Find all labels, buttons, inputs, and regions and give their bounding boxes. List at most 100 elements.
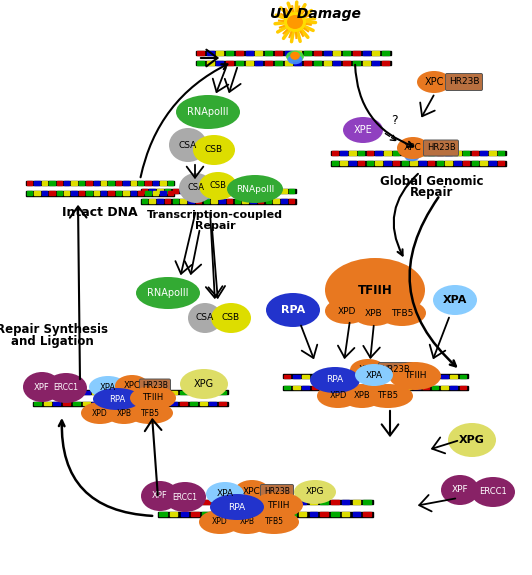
- Bar: [480, 151, 487, 155]
- Bar: [213, 512, 220, 516]
- Bar: [151, 390, 158, 394]
- Bar: [73, 401, 80, 405]
- Bar: [109, 191, 114, 195]
- Bar: [149, 200, 155, 203]
- Bar: [404, 385, 411, 389]
- Bar: [165, 200, 170, 203]
- Bar: [142, 189, 147, 193]
- Bar: [281, 200, 287, 203]
- Ellipse shape: [141, 481, 179, 511]
- Bar: [441, 385, 448, 389]
- Text: TFB5: TFB5: [378, 392, 398, 401]
- Bar: [219, 200, 225, 203]
- Bar: [160, 181, 165, 185]
- Bar: [463, 162, 469, 165]
- Bar: [489, 162, 495, 165]
- Bar: [236, 62, 243, 65]
- Bar: [395, 385, 402, 389]
- Text: Transcription-coupled: Transcription-coupled: [147, 210, 283, 220]
- Bar: [138, 191, 143, 195]
- Bar: [454, 162, 461, 165]
- Bar: [219, 189, 225, 193]
- Bar: [367, 151, 373, 155]
- Bar: [348, 385, 355, 389]
- Bar: [142, 200, 147, 203]
- Bar: [213, 500, 220, 504]
- Bar: [131, 191, 136, 195]
- Bar: [321, 385, 328, 389]
- Bar: [27, 181, 32, 185]
- Bar: [331, 512, 339, 516]
- Bar: [353, 512, 360, 516]
- Bar: [330, 151, 505, 155]
- Bar: [281, 189, 287, 193]
- Text: CSA: CSA: [187, 183, 204, 193]
- Ellipse shape: [234, 480, 270, 504]
- Bar: [320, 512, 328, 516]
- Bar: [180, 512, 188, 516]
- Bar: [138, 181, 143, 185]
- Bar: [122, 401, 129, 405]
- Bar: [26, 181, 174, 185]
- Bar: [82, 401, 89, 405]
- Bar: [312, 385, 318, 389]
- Text: XPC: XPC: [359, 366, 377, 374]
- Ellipse shape: [176, 95, 240, 129]
- Ellipse shape: [405, 152, 419, 160]
- Bar: [358, 151, 364, 155]
- Bar: [53, 401, 61, 405]
- Bar: [339, 385, 346, 389]
- Bar: [112, 390, 119, 394]
- Bar: [372, 51, 379, 55]
- Ellipse shape: [284, 12, 306, 32]
- Bar: [32, 394, 228, 401]
- Bar: [250, 189, 256, 193]
- Ellipse shape: [211, 303, 251, 333]
- FancyBboxPatch shape: [139, 379, 170, 393]
- Text: ERCC1: ERCC1: [479, 488, 507, 496]
- Bar: [321, 375, 328, 378]
- Bar: [211, 200, 217, 203]
- Bar: [428, 162, 434, 165]
- Bar: [63, 401, 70, 405]
- Ellipse shape: [226, 510, 268, 534]
- Bar: [289, 189, 294, 193]
- Bar: [255, 51, 262, 55]
- Bar: [27, 191, 32, 195]
- Bar: [160, 191, 165, 195]
- Bar: [172, 200, 178, 203]
- Bar: [353, 62, 360, 65]
- Text: TFIIH: TFIIH: [358, 283, 393, 297]
- Bar: [44, 401, 51, 405]
- Bar: [255, 62, 262, 65]
- Bar: [422, 385, 429, 389]
- FancyBboxPatch shape: [261, 485, 294, 500]
- Ellipse shape: [249, 510, 299, 534]
- Bar: [411, 162, 417, 165]
- Ellipse shape: [193, 135, 235, 165]
- Bar: [141, 401, 148, 405]
- Text: Intact DNA: Intact DNA: [62, 206, 138, 219]
- Text: TFB5: TFB5: [264, 518, 284, 527]
- Bar: [376, 151, 382, 155]
- Bar: [372, 62, 379, 65]
- Bar: [26, 185, 174, 191]
- Bar: [323, 62, 330, 65]
- Bar: [282, 374, 468, 378]
- Bar: [284, 385, 290, 389]
- Bar: [82, 390, 89, 394]
- Bar: [304, 62, 311, 65]
- Text: RNApolII: RNApolII: [236, 185, 274, 194]
- Bar: [204, 189, 209, 193]
- Bar: [32, 401, 228, 406]
- Bar: [49, 181, 55, 185]
- Text: RPA: RPA: [109, 394, 125, 404]
- Ellipse shape: [130, 386, 176, 410]
- Bar: [342, 500, 350, 504]
- Bar: [299, 512, 306, 516]
- Bar: [246, 51, 253, 55]
- Bar: [363, 512, 371, 516]
- Bar: [454, 151, 461, 155]
- Bar: [437, 151, 443, 155]
- Bar: [294, 62, 302, 65]
